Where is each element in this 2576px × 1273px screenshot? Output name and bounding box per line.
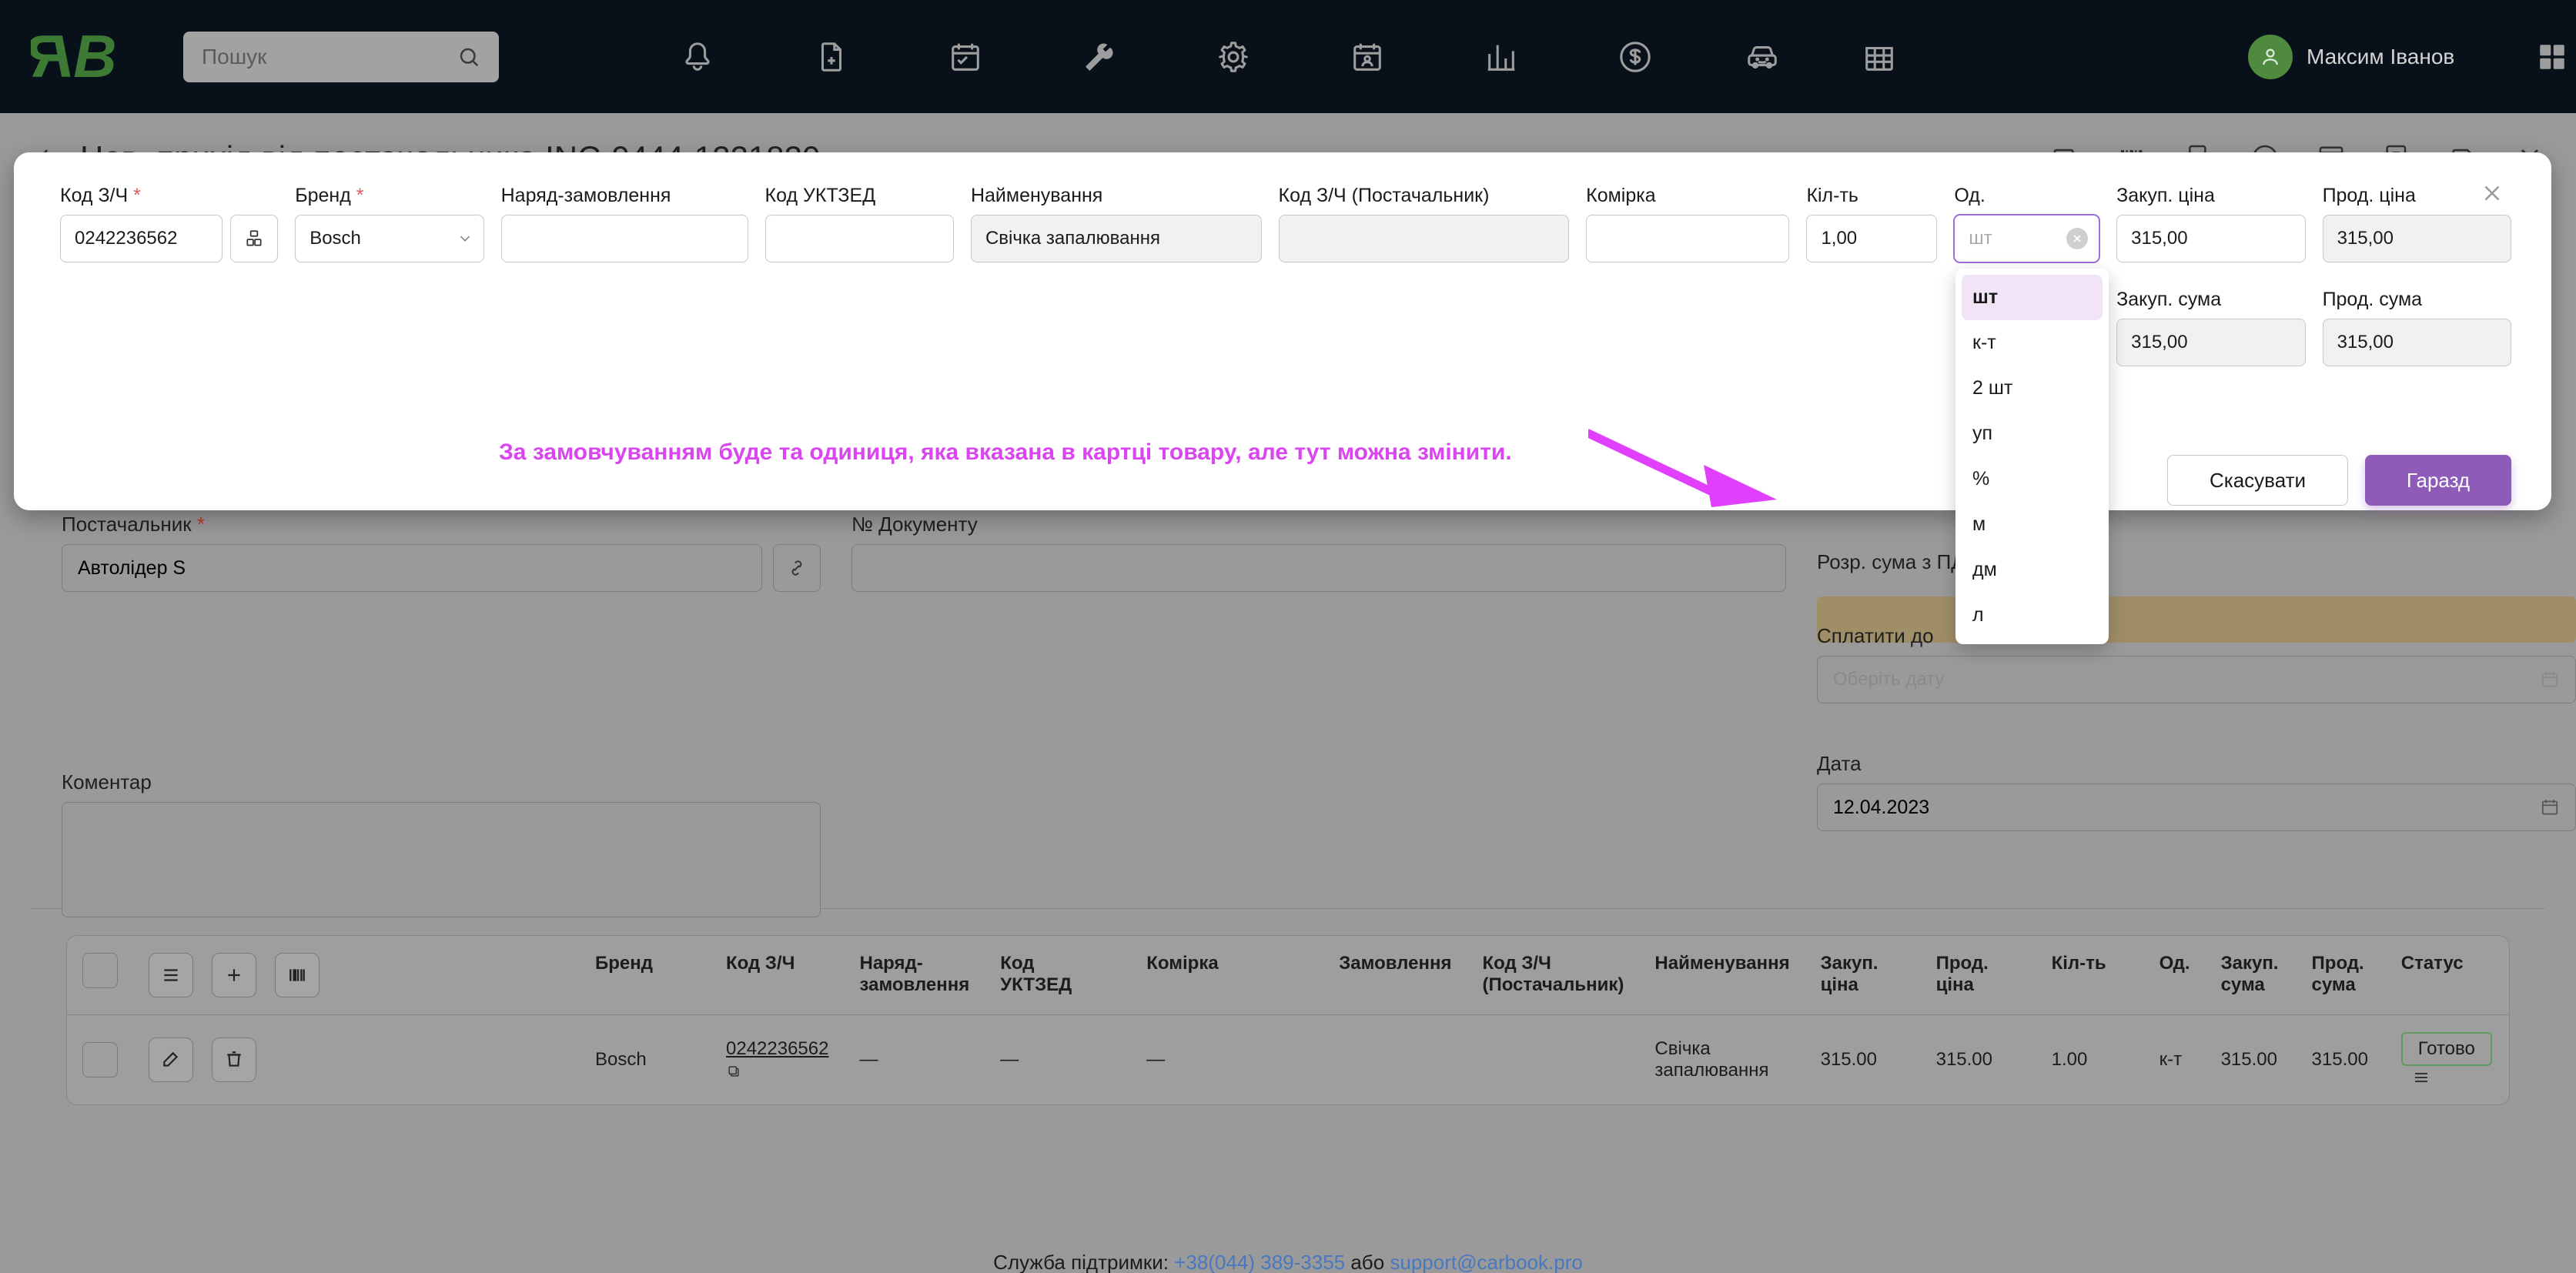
- svg-text:B: B: [73, 22, 116, 90]
- svg-text:R: R: [31, 22, 72, 90]
